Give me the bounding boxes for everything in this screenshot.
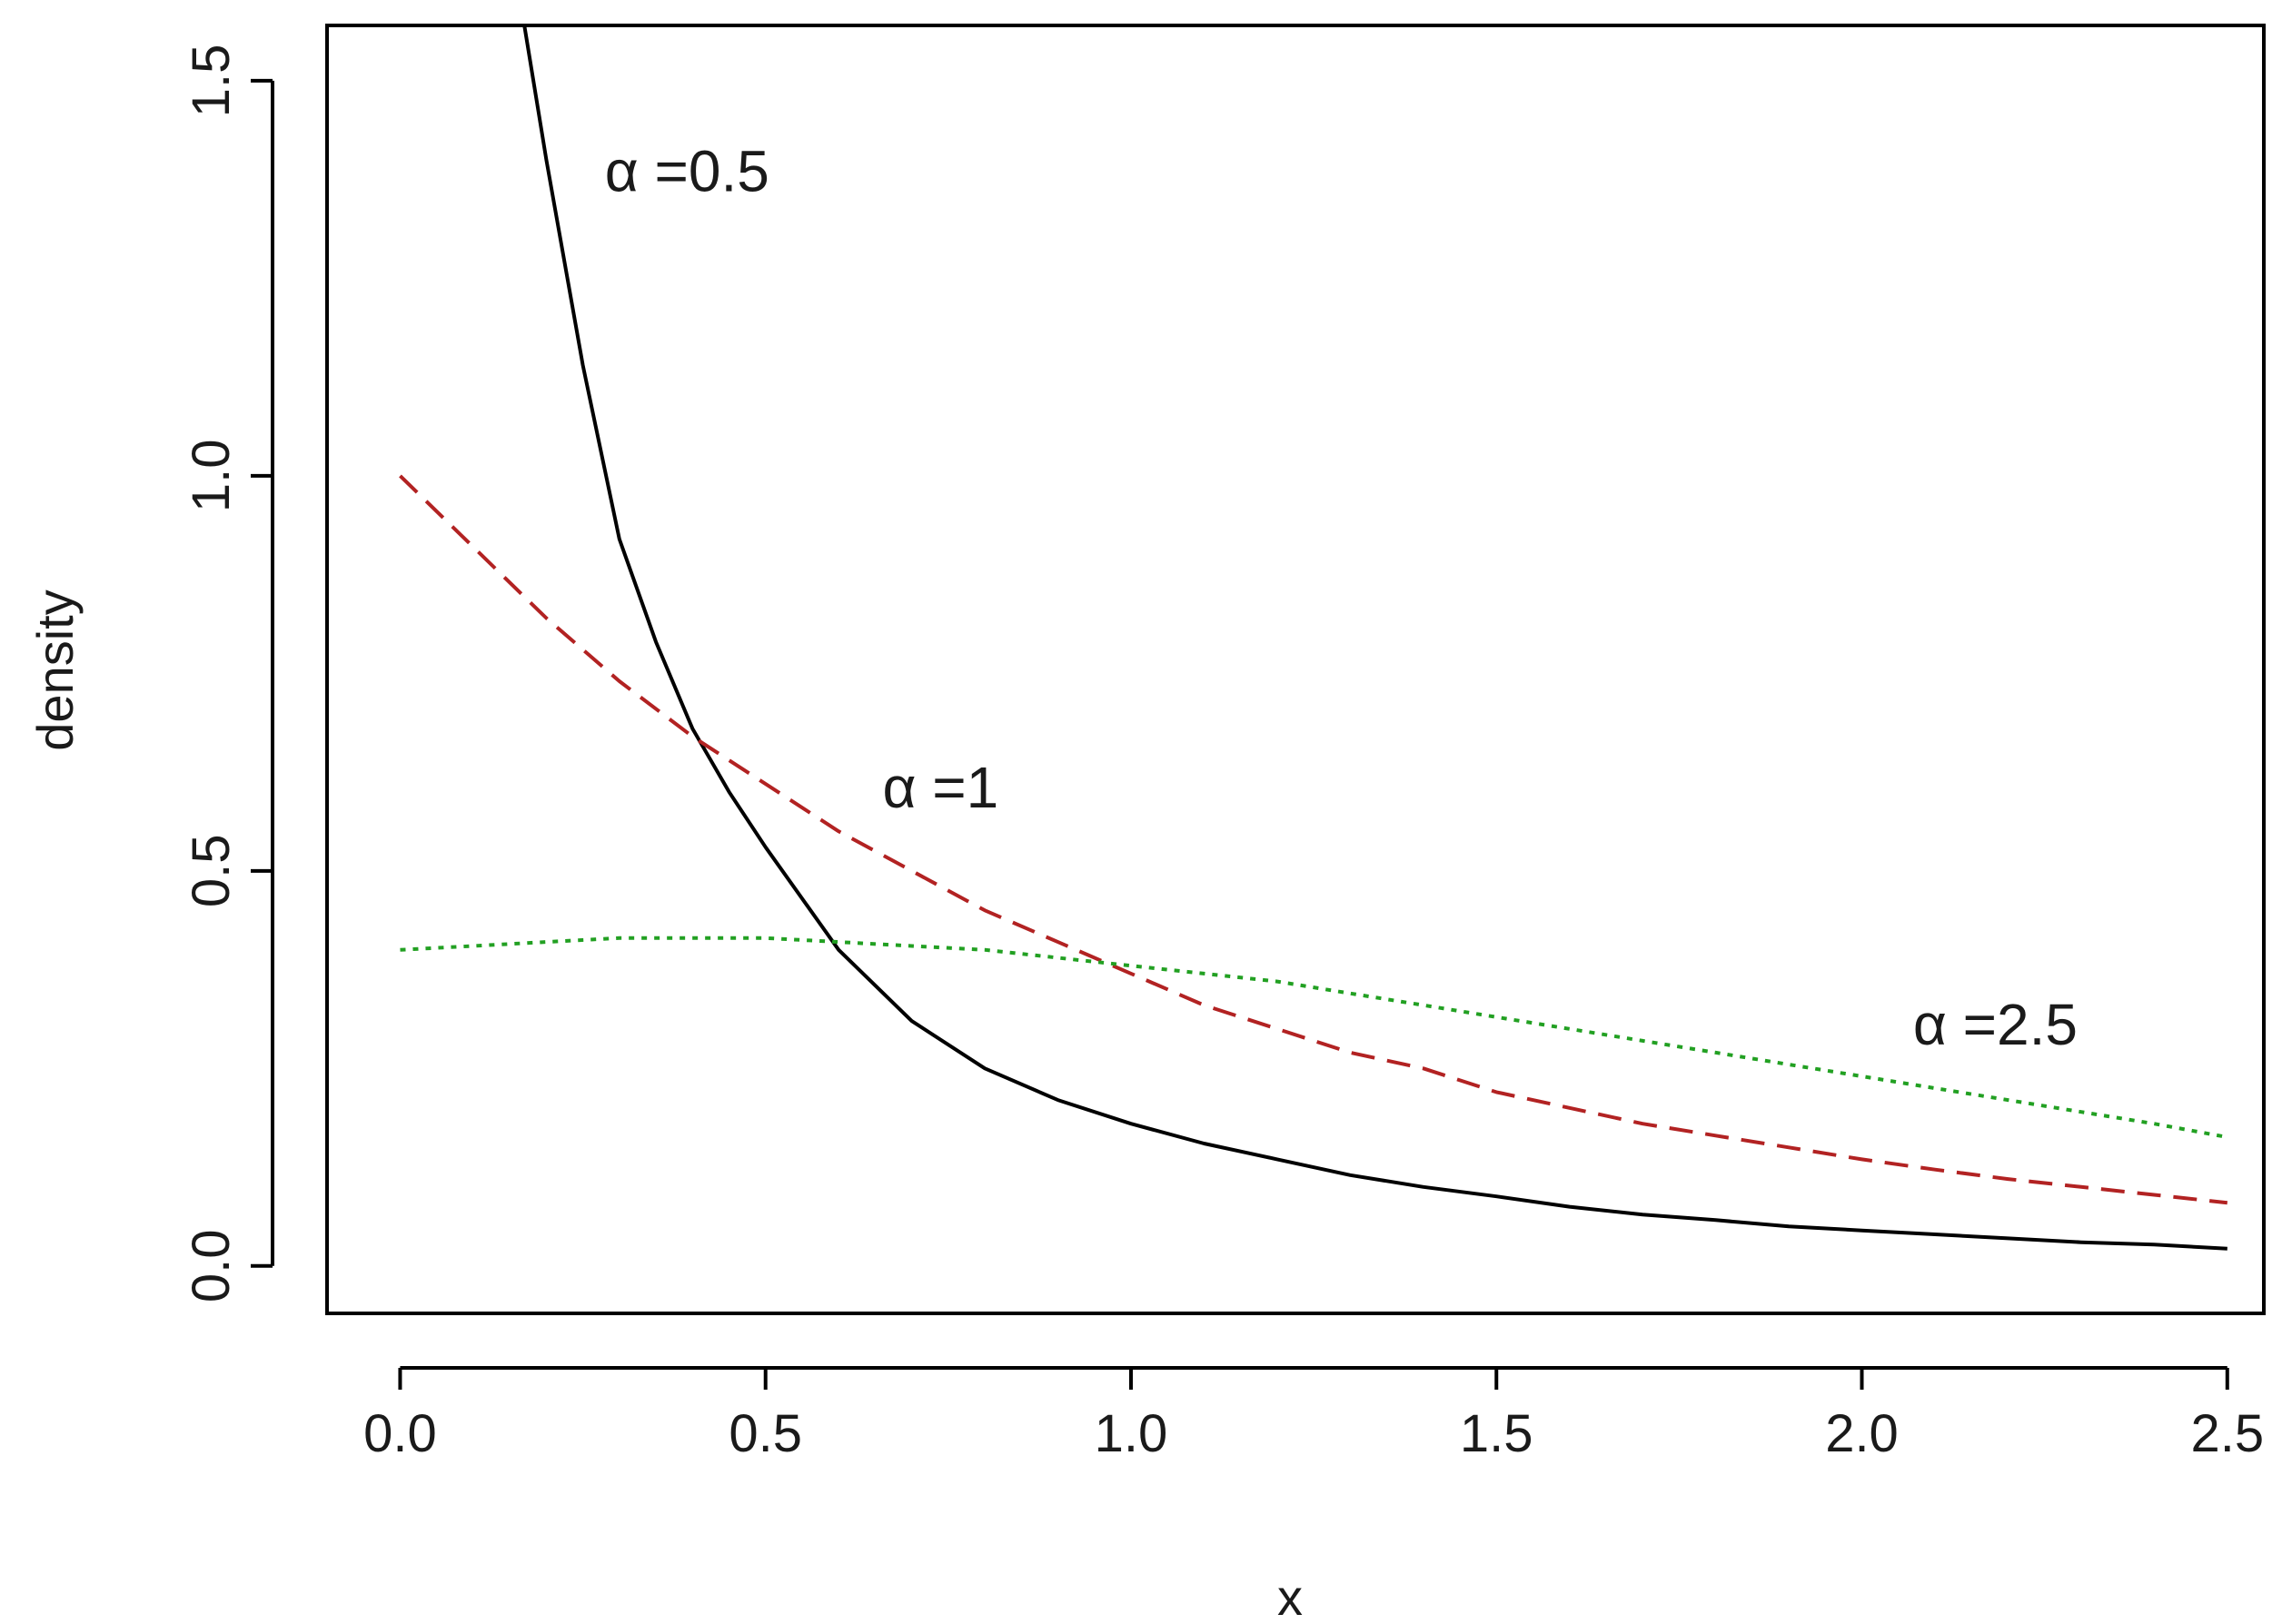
plot-frame [325, 24, 2266, 1315]
x-tick-label: 2.0 [1825, 1404, 1899, 1463]
curve-label-1: α =0.5 [605, 139, 769, 204]
x-tick-label: 1.0 [1095, 1404, 1168, 1463]
series-line-3 [400, 936, 2228, 1139]
y-tick-label: 1.5 [182, 45, 241, 118]
curve-label-2: α =1 [882, 755, 998, 820]
series-line-2 [399, 474, 2228, 1205]
y-tick-label: 1.0 [182, 440, 241, 513]
y-tick-label: 0.0 [182, 1229, 241, 1302]
y-tick-label: 0.5 [182, 835, 241, 908]
x-tick-label: 0.5 [729, 1404, 802, 1463]
y-axis-title: density [26, 589, 84, 750]
x-tick-label: 1.5 [1460, 1404, 1533, 1463]
curve-label-3: α =2.5 [1913, 992, 2078, 1057]
x-axis: 0.0 0.5 1.0 1.5 2.0 2.5 [363, 1366, 2264, 1463]
y-axis: 0.0 0.5 1.0 1.5 [182, 45, 274, 1302]
x-axis-title: x [1277, 1569, 1303, 1624]
x-tick-label: 2.5 [2190, 1404, 2264, 1463]
annotation-layer: α =0.5 α =1 α =2.5 [605, 139, 2078, 1058]
x-tick-label: 0.0 [363, 1404, 437, 1463]
series-layer [399, 25, 2228, 1251]
series-line-1 [522, 25, 2227, 1251]
